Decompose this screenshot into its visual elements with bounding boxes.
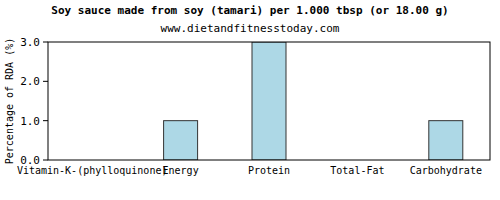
- x-tick-label: Total-Fat: [330, 165, 384, 176]
- y-tick: [43, 160, 48, 161]
- bars: [164, 42, 463, 160]
- x-tick-label: Vitamin-K-(phylloquinone): [17, 165, 168, 176]
- chart: Soy sauce made from soy (tamari) per 1.0…: [0, 0, 500, 200]
- y-tick-label: 3.0: [20, 36, 40, 49]
- bar: [164, 121, 198, 160]
- x-tick-label: Protein: [248, 165, 290, 176]
- x-tick-label: Energy: [163, 165, 199, 176]
- y-tick-label: 1.0: [20, 115, 40, 128]
- title: Soy sauce made from soy (tamari) per 1.0…: [51, 4, 448, 17]
- y-tick: [43, 42, 48, 43]
- x-tick-label: Carbohydrate: [410, 165, 482, 176]
- bar: [252, 42, 286, 160]
- y-tick: [43, 81, 48, 82]
- y-tick-label: 2.0: [20, 75, 40, 88]
- subtitle: www.dietandfitnesstoday.com: [161, 22, 340, 35]
- plot-frame: [48, 42, 490, 160]
- y-tick: [43, 120, 48, 121]
- bar: [429, 121, 463, 160]
- y-axis-label: Percentage of RDA (%): [4, 38, 15, 164]
